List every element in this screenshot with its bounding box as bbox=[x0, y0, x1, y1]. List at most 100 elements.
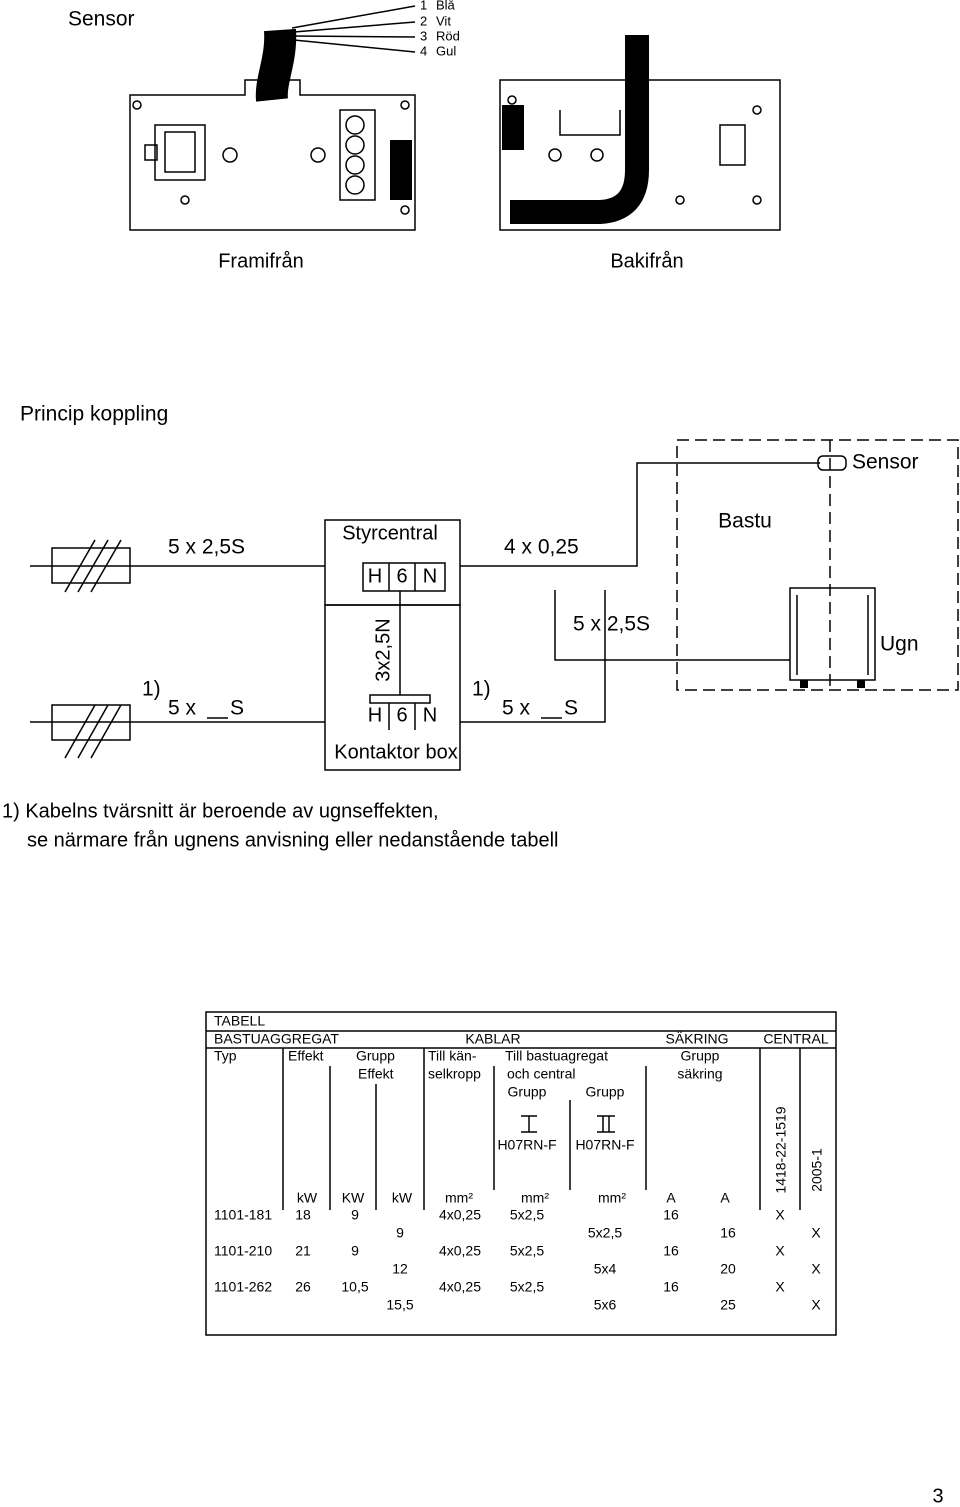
terminal: N bbox=[423, 704, 437, 726]
group-header: SÄKRING bbox=[665, 1031, 728, 1047]
terminal: 6 bbox=[396, 704, 407, 726]
cell: 12 bbox=[392, 1261, 408, 1277]
unit: A bbox=[720, 1190, 730, 1206]
cable-type: H07RN-F bbox=[497, 1137, 556, 1153]
cable-type: H07RN-F bbox=[575, 1137, 634, 1153]
footnote-ref: 1) bbox=[142, 678, 161, 701]
cable-label: 5 x 2,5S bbox=[168, 536, 245, 559]
column-header: selkropp bbox=[428, 1066, 481, 1082]
wire-num: 2 bbox=[420, 13, 427, 28]
cell: 9 bbox=[396, 1225, 404, 1241]
unit: mm² bbox=[598, 1190, 626, 1206]
cell: 16 bbox=[663, 1243, 679, 1259]
column-header: Effekt bbox=[288, 1048, 324, 1064]
cell: 18 bbox=[295, 1207, 311, 1223]
table: TABELL BASTUAGGREGAT KABLAR SÄKRING CENTRAL T… bbox=[205, 1011, 837, 1336]
wire-color: Röd bbox=[436, 28, 460, 43]
code: 2005-1 bbox=[809, 1148, 825, 1192]
column-header: och central bbox=[507, 1066, 575, 1082]
wire-num: 3 bbox=[420, 28, 427, 43]
wire-color: Vit bbox=[436, 13, 451, 28]
cable-label: 5 x 2,5S bbox=[573, 613, 650, 636]
wire-color: Blå bbox=[436, 0, 456, 12]
footnote-ref: 1) bbox=[472, 678, 491, 701]
column-header: Grupp bbox=[356, 1048, 395, 1064]
cell: 1101-210 bbox=[214, 1243, 272, 1259]
cell: 16 bbox=[663, 1279, 679, 1295]
code: 1418-22-1519 bbox=[773, 1106, 789, 1193]
unit: KW bbox=[342, 1190, 365, 1206]
cable-label: 5 x bbox=[502, 697, 531, 720]
note-line: se närmare från ugnens anvisning eller n… bbox=[27, 829, 558, 851]
cell: 16 bbox=[720, 1225, 736, 1241]
sauna-label: Bastu bbox=[718, 510, 772, 533]
view-label: Bakifrån bbox=[610, 250, 683, 272]
cable-label: S bbox=[230, 697, 244, 720]
terminal: N bbox=[423, 565, 437, 587]
cell: 10,5 bbox=[341, 1279, 368, 1295]
cell: 21 bbox=[295, 1243, 311, 1259]
column-header: Till kän- bbox=[428, 1048, 477, 1064]
cell: X bbox=[811, 1225, 821, 1241]
note-line: 1) Kabelns tvärsnitt är beroende av ugns… bbox=[2, 800, 439, 822]
table-title: TABELL bbox=[214, 1013, 265, 1029]
cable-label: 3x2,5N bbox=[372, 618, 394, 681]
cable-label: 5 x bbox=[168, 697, 197, 720]
cell: 15,5 bbox=[386, 1297, 413, 1313]
cell: 1101-262 bbox=[214, 1279, 272, 1295]
terminal: 6 bbox=[396, 565, 407, 587]
roman-label: II bbox=[606, 1123, 607, 1125]
cell: 1101-181 bbox=[214, 1207, 272, 1223]
unit: A bbox=[666, 1190, 676, 1206]
cell: 4x0,25 bbox=[439, 1243, 481, 1259]
cell: 4x0,25 bbox=[439, 1279, 481, 1295]
group-header: BASTUAGGREGAT bbox=[214, 1031, 339, 1047]
sensor-title: Sensor bbox=[68, 8, 135, 31]
sensor-front-view: Sensor 1 Blå 2 Vit 3 Röd 4 Gul Framifrån bbox=[68, 0, 460, 272]
column-header: Grupp bbox=[681, 1048, 720, 1064]
principle-diagram: Princip koppling 5 x 2,5S 1) 5 x S Styrc… bbox=[20, 403, 959, 771]
wire-num: 4 bbox=[420, 43, 427, 58]
unit: kW bbox=[297, 1190, 318, 1206]
cell: 9 bbox=[351, 1207, 359, 1223]
terminal: H bbox=[368, 565, 382, 587]
cell: 26 bbox=[295, 1279, 311, 1295]
wire-num: 1 bbox=[420, 0, 427, 12]
cell: 9 bbox=[351, 1243, 359, 1259]
cell: 5x2,5 bbox=[510, 1207, 544, 1223]
sensor-label: Sensor bbox=[852, 451, 919, 474]
column-header: Effekt bbox=[358, 1066, 394, 1082]
cell: X bbox=[775, 1243, 785, 1259]
cell: 25 bbox=[720, 1297, 736, 1313]
cell: X bbox=[811, 1297, 821, 1313]
cell: X bbox=[775, 1207, 785, 1223]
wire-color: Gul bbox=[436, 43, 456, 58]
page-number: 3 bbox=[932, 1485, 943, 1507]
cell: 4x0,25 bbox=[439, 1207, 481, 1223]
cell: 5x2,5 bbox=[510, 1243, 544, 1259]
cell: 5x4 bbox=[594, 1261, 617, 1277]
cable-label: 4 x 0,25 bbox=[504, 536, 579, 559]
sensor-back-view: Bakifrån bbox=[499, 35, 781, 272]
terminal: H bbox=[368, 704, 382, 726]
subheader: Grupp bbox=[508, 1084, 547, 1100]
subheader: Grupp bbox=[586, 1084, 625, 1100]
view-label: Framifrån bbox=[218, 250, 304, 272]
contactor-label: Kontaktor box bbox=[334, 741, 457, 763]
cell: 16 bbox=[663, 1207, 679, 1223]
central-label: Styrcentral bbox=[342, 522, 438, 544]
column-header: Typ bbox=[214, 1048, 237, 1064]
column-header: Till bastuagregat bbox=[505, 1048, 608, 1064]
group-header: CENTRAL bbox=[763, 1031, 829, 1047]
cell: 5x2,5 bbox=[588, 1225, 622, 1241]
cable-label: S bbox=[564, 697, 578, 720]
unit: mm² bbox=[445, 1190, 473, 1206]
cell: 5x2,5 bbox=[510, 1279, 544, 1295]
heater-label: Ugn bbox=[880, 633, 919, 656]
cell: 20 bbox=[720, 1261, 736, 1277]
unit: kW bbox=[392, 1190, 413, 1206]
principle-title: Princip koppling bbox=[20, 403, 168, 426]
group-header: KABLAR bbox=[465, 1031, 520, 1047]
cell: X bbox=[811, 1261, 821, 1277]
